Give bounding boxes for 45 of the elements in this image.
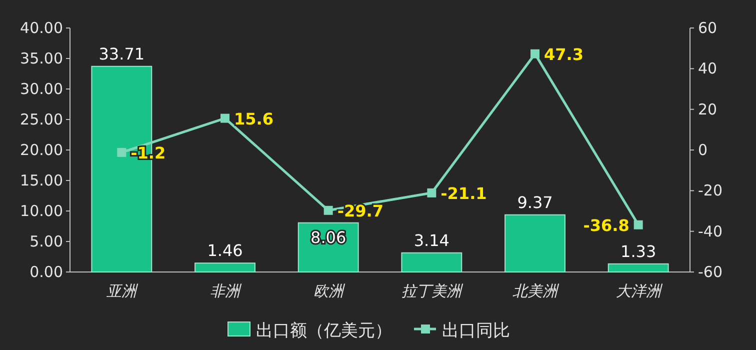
y-tick-label: 35.00 [20,50,63,68]
y-tick-label: 40.00 [20,19,63,37]
data-label: 1.33 [620,242,656,261]
y-tick-label: 10.00 [20,202,63,220]
data-label: 3.14 [414,230,450,250]
y2-tick-label: -20 [698,182,722,200]
point [220,114,230,123]
x-tick-label: 北美洲 [512,282,560,300]
y-tick-label: 0.00 [30,263,63,281]
y-tick-label: 5.00 [30,232,63,250]
point [427,188,436,198]
data-label: 1.46 [207,241,243,260]
y2-tick-label: 40 [698,60,718,78]
data-label: 47.3 [544,44,584,64]
y2-tick-label: -60 [698,263,722,281]
bar [194,262,256,272]
y2-tick-label: -40 [698,222,722,240]
bar [504,214,566,272]
y2-tick-label: 20 [698,100,718,118]
y-tick-label: 20.00 [20,141,63,159]
data-label: 33.71 [98,44,145,64]
x-tick-label: 亚洲 [106,282,139,300]
x-tick-label: 拉丁美洲 [402,282,464,300]
data-label: -21.1 [440,184,487,203]
point [530,49,540,58]
x-tick-label: 非洲 [210,282,242,300]
data-label: -29.7 [337,201,384,220]
point [324,206,333,215]
x-tick-label: 大洋洲 [616,282,663,300]
y-tick-label: 30.00 [20,80,63,98]
data-label: -36.8 [583,216,630,235]
y-tick-label: 15.00 [20,172,63,190]
data-label: 15.6 [234,109,274,128]
y2-tick-label: 60 [698,19,718,37]
y-tick-label: 25.00 [20,110,63,128]
point [117,148,126,157]
bar [608,263,669,272]
y2-tick-label: 0 [698,141,708,159]
data-label: 9.37 [517,192,553,212]
data-label: 8.06 [310,228,346,247]
point [634,220,643,230]
x-tick-label: 欧洲 [313,282,346,300]
legend-label: 出口同比 [442,321,510,341]
legend-label: 出口额（亿美元） [256,321,392,341]
bar [401,252,462,272]
